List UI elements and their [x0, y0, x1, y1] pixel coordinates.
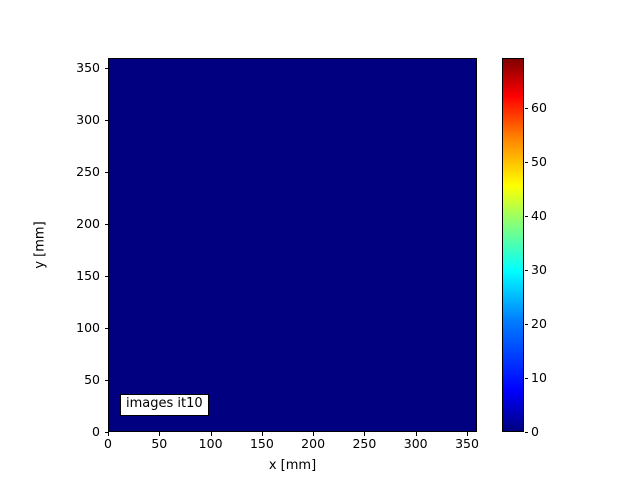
y-tick — [104, 224, 108, 226]
x-tick — [364, 432, 366, 436]
y-tick-label: 250 — [76, 164, 100, 180]
y-axis-label: y [mm] — [32, 221, 48, 269]
x-tick — [313, 432, 315, 436]
y-tick — [104, 432, 108, 433]
colorbar-tick-label: 60 — [531, 100, 547, 116]
colorbar-tick — [524, 432, 528, 433]
colorbar-tick-label: 0 — [531, 423, 539, 439]
y-tick — [104, 380, 108, 382]
x-tick-label: 150 — [249, 436, 274, 451]
x-tick — [261, 432, 263, 436]
colorbar-tick-label: 10 — [531, 369, 547, 385]
x-tick — [159, 432, 161, 436]
y-tick-label: 200 — [76, 216, 100, 232]
colorbar-tick-label: 40 — [531, 207, 547, 223]
x-tick-label: 200 — [301, 436, 326, 451]
heatmap-image — [109, 59, 476, 431]
colorbar-tick-label: 50 — [531, 154, 547, 170]
x-tick — [108, 432, 109, 436]
y-tick-label: 50 — [84, 371, 100, 387]
x-tick — [467, 432, 468, 436]
y-tick-label: 0 — [92, 423, 100, 439]
x-tick-label: 50 — [151, 436, 168, 451]
y-tick-label: 300 — [76, 112, 100, 128]
colorbar-tick — [524, 270, 528, 272]
y-tick — [104, 120, 108, 122]
colorbar[interactable] — [502, 58, 524, 432]
colorbar-tick — [524, 108, 528, 110]
x-tick-label: 250 — [352, 436, 377, 451]
y-tick — [104, 276, 108, 278]
x-tick-label: 300 — [403, 436, 428, 451]
x-tick — [210, 432, 212, 436]
colorbar-tick — [524, 216, 528, 218]
plot-axes[interactable] — [108, 58, 477, 432]
colorbar-tick — [524, 324, 528, 326]
y-tick-label: 150 — [76, 267, 100, 283]
x-tick-label: 350 — [455, 436, 479, 451]
y-tick — [104, 68, 108, 70]
y-tick — [104, 328, 108, 330]
x-tick-label: 100 — [198, 436, 223, 451]
colorbar-tick — [524, 162, 528, 164]
y-tick-label: 350 — [76, 60, 100, 76]
y-tick — [104, 172, 108, 174]
x-tick — [415, 432, 417, 436]
colorbar-tick-label: 20 — [531, 315, 547, 331]
x-axis-label: x [mm] — [268, 458, 317, 473]
colorbar-tick — [524, 378, 528, 380]
annotation-textbox: images it10 — [120, 394, 209, 416]
x-tick-label: 0 — [104, 436, 112, 451]
colorbar-tick-label: 30 — [531, 261, 547, 277]
y-tick-label: 100 — [76, 319, 100, 335]
